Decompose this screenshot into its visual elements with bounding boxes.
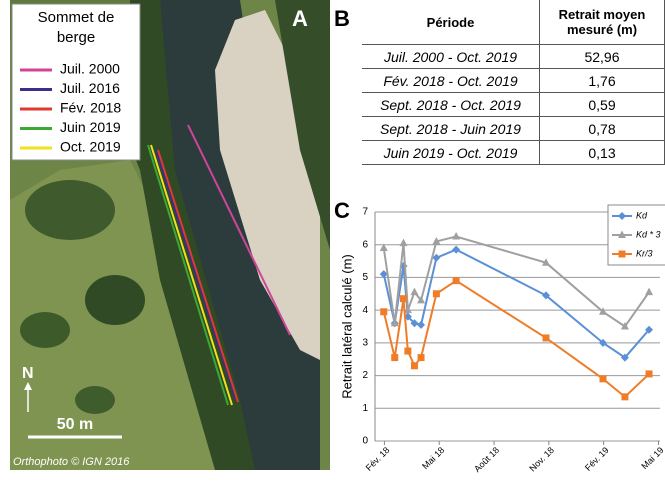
- y-tick-label: 3: [362, 337, 368, 348]
- marker: [645, 288, 653, 296]
- y-tick-label: 0: [362, 436, 368, 447]
- marker: [411, 362, 418, 369]
- y-tick-label: 7: [362, 207, 368, 218]
- marker: [410, 288, 418, 296]
- x-tick-label: Nov. 18: [527, 445, 556, 474]
- table-cell: 0,78: [540, 117, 665, 141]
- y-tick-label: 4: [362, 305, 368, 316]
- marker: [646, 370, 653, 377]
- table-cell: 52,96: [540, 45, 665, 69]
- legend-label: Juil. 2000: [60, 61, 120, 77]
- panel-label: A: [292, 6, 308, 31]
- y-tick-label: 1: [362, 403, 368, 414]
- marker: [452, 246, 460, 254]
- marker: [433, 290, 440, 297]
- y-tick-label: 6: [362, 239, 368, 250]
- marker: [400, 239, 408, 247]
- legend-label: Kd * 3: [636, 229, 661, 239]
- legend-title: Sommet de: [38, 9, 115, 26]
- legend-label: Kr/3: [636, 248, 653, 258]
- legend-label: Oct. 2019: [60, 139, 121, 155]
- marker: [621, 393, 628, 400]
- series-line: [384, 250, 649, 358]
- y-tick-label: 5: [362, 272, 368, 283]
- marker: [380, 308, 387, 315]
- legend-title: berge: [57, 29, 95, 46]
- legend-label: Fév. 2018: [60, 100, 121, 116]
- marker: [543, 334, 550, 341]
- y-axis-label: Retrait latéral calculé (m): [339, 254, 354, 399]
- figure: A N 50 m Orthophoto © IGN 2016 B Sommet …: [0, 0, 665, 484]
- table-cell: Fév. 2018 - Oct. 2019: [362, 69, 540, 93]
- panel-label: B: [334, 6, 350, 31]
- legend-label: Juin 2019: [60, 119, 121, 135]
- x-tick-label: Fév. 19: [583, 445, 611, 473]
- x-tick-label: Fév. 18: [364, 445, 392, 473]
- north-label: N: [22, 365, 34, 382]
- marker: [400, 295, 407, 302]
- x-tick-label: Mai 19: [639, 445, 665, 471]
- marker: [452, 232, 460, 240]
- marker: [391, 354, 398, 361]
- legend-label: Kd: [636, 210, 648, 220]
- table-cell: Juin 2019 - Oct. 2019: [362, 141, 540, 165]
- scale-label: 50 m: [57, 416, 93, 433]
- header-line: Retrait moyen: [559, 7, 646, 22]
- marker: [600, 375, 607, 382]
- x-tick-label: Mai 18: [420, 445, 446, 471]
- series-line: [384, 281, 649, 397]
- header-cell: Période: [362, 0, 540, 45]
- marker: [619, 251, 626, 258]
- table-cell: 1,76: [540, 69, 665, 93]
- legend-label: Juil. 2016: [60, 80, 120, 96]
- marker: [418, 354, 425, 361]
- marker: [404, 348, 411, 355]
- marker: [417, 321, 425, 329]
- panel-label: C: [334, 198, 350, 223]
- marker: [453, 277, 460, 284]
- table-cell: 0,59: [540, 93, 665, 117]
- table-cell: Sept. 2018 - Juin 2019: [362, 117, 540, 141]
- x-tick-label: Août 18: [472, 445, 501, 474]
- header-line: mesuré (m): [567, 22, 637, 37]
- table-cell: 0,13: [540, 141, 665, 165]
- y-tick-label: 2: [362, 370, 368, 381]
- table-cell: Juil. 2000 - Oct. 2019: [362, 45, 540, 69]
- photo-credit: Orthophoto © IGN 2016: [13, 456, 130, 468]
- table-cell: Sept. 2018 - Oct. 2019: [362, 93, 540, 117]
